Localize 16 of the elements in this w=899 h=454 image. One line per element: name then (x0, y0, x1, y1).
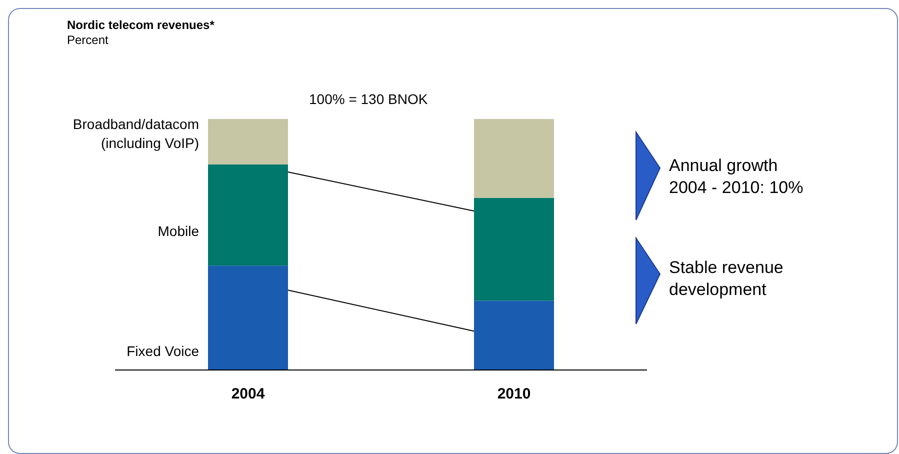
bar (474, 119, 554, 198)
text: Annual growth 2004 - 2010: 10% (669, 155, 804, 199)
text: 100% = 130 BNOK (309, 91, 428, 107)
bar (474, 198, 554, 301)
x-tick-label: 2010 (497, 386, 531, 403)
series-label: Broadband/datacom (including VoIP) (72, 114, 199, 153)
chart-subtitle: Percent (67, 33, 108, 47)
text: Stable revenue development (669, 257, 784, 301)
bar (474, 300, 554, 370)
bar (208, 119, 288, 164)
series-label: Fixed Voice (126, 342, 199, 362)
chart-title: Nordic telecom revenues* (67, 18, 214, 32)
x-tick-label: 2004 (231, 386, 266, 403)
bar (208, 164, 288, 266)
bar (208, 266, 288, 370)
series-label: Mobile (158, 222, 199, 242)
